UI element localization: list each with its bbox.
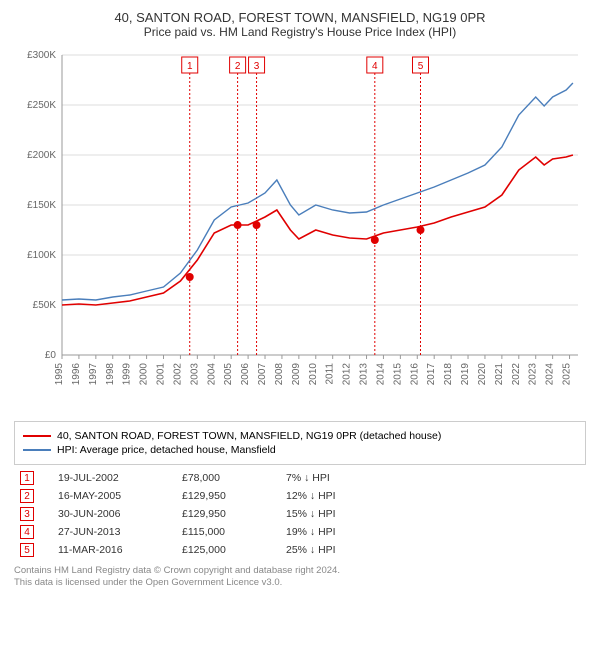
- svg-text:2014: 2014: [375, 363, 386, 386]
- chart-area: £0 £50K £100K £150K £200K £250K £300K 1995 1996 1…: [14, 45, 586, 415]
- transaction-diff: 19% ↓ HPI: [286, 526, 366, 538]
- svg-text:2006: 2006: [240, 363, 251, 386]
- svg-text:2021: 2021: [494, 363, 505, 386]
- svg-text:2013: 2013: [359, 363, 370, 386]
- svg-text:2005: 2005: [223, 363, 234, 386]
- transaction-diff: 7% ↓ HPI: [286, 472, 366, 484]
- svg-text:2017: 2017: [426, 363, 437, 386]
- transaction-price: £125,000: [182, 544, 262, 556]
- legend-swatch: [23, 449, 51, 451]
- legend-label: HPI: Average price, detached house, Mans…: [57, 444, 276, 456]
- svg-text:2002: 2002: [172, 363, 183, 386]
- svg-text:1997: 1997: [88, 363, 99, 386]
- footer-line-1: Contains HM Land Registry data © Crown c…: [14, 565, 586, 577]
- svg-text:2: 2: [235, 61, 241, 72]
- svg-text:£0: £0: [45, 350, 57, 361]
- footer-line-2: This data is licensed under the Open Gov…: [14, 577, 586, 589]
- transaction-marker: 3: [20, 507, 34, 521]
- transaction-row: 4 27-JUN-2013 £115,000 19% ↓ HPI: [20, 525, 586, 539]
- transaction-diff: 15% ↓ HPI: [286, 508, 366, 520]
- svg-text:5: 5: [418, 61, 424, 72]
- svg-text:2012: 2012: [342, 363, 353, 386]
- footer-attribution: Contains HM Land Registry data © Crown c…: [14, 565, 586, 590]
- legend-label: 40, SANTON ROAD, FOREST TOWN, MANSFIELD,…: [57, 430, 441, 442]
- transaction-price: £78,000: [182, 472, 262, 484]
- svg-text:£250K: £250K: [27, 100, 56, 111]
- transaction-marker: 2: [20, 489, 34, 503]
- svg-text:£150K: £150K: [27, 200, 56, 211]
- transaction-date: 30-JUN-2006: [58, 508, 158, 520]
- svg-text:2025: 2025: [562, 363, 573, 386]
- svg-text:2024: 2024: [545, 363, 556, 386]
- transaction-marker: 1: [20, 471, 34, 485]
- svg-text:2010: 2010: [308, 363, 319, 386]
- svg-text:£100K: £100K: [27, 250, 56, 261]
- legend-item: 40, SANTON ROAD, FOREST TOWN, MANSFIELD,…: [23, 430, 577, 442]
- svg-text:2022: 2022: [511, 363, 522, 386]
- transaction-date: 11-MAR-2016: [58, 544, 158, 556]
- svg-text:1999: 1999: [122, 363, 133, 386]
- transaction-row: 2 16-MAY-2005 £129,950 12% ↓ HPI: [20, 489, 586, 503]
- chart-subtitle: Price paid vs. HM Land Registry's House …: [14, 25, 586, 39]
- svg-text:2001: 2001: [156, 363, 167, 386]
- svg-text:4: 4: [372, 61, 378, 72]
- svg-text:£200K: £200K: [27, 150, 56, 161]
- transaction-price: £129,950: [182, 508, 262, 520]
- transaction-row: 3 30-JUN-2006 £129,950 15% ↓ HPI: [20, 507, 586, 521]
- legend-item: HPI: Average price, detached house, Mans…: [23, 444, 577, 456]
- svg-text:2007: 2007: [257, 363, 268, 386]
- svg-text:1: 1: [187, 61, 193, 72]
- transaction-row: 5 11-MAR-2016 £125,000 25% ↓ HPI: [20, 543, 586, 557]
- transaction-diff: 25% ↓ HPI: [286, 544, 366, 556]
- transaction-price: £115,000: [182, 526, 262, 538]
- transaction-marker: 5: [20, 543, 34, 557]
- svg-text:2016: 2016: [409, 363, 420, 386]
- svg-text:2003: 2003: [189, 363, 200, 386]
- svg-text:2015: 2015: [392, 363, 403, 386]
- svg-text:2020: 2020: [477, 363, 488, 386]
- transaction-date: 27-JUN-2013: [58, 526, 158, 538]
- transaction-table: 1 19-JUL-2002 £78,000 7% ↓ HPI 2 16-MAY-2005 £…: [14, 471, 586, 557]
- svg-text:1998: 1998: [105, 363, 116, 386]
- svg-text:2008: 2008: [274, 363, 285, 386]
- transaction-price: £129,950: [182, 490, 262, 502]
- chart-title: 40, SANTON ROAD, FOREST TOWN, MANSFIELD,…: [14, 10, 586, 25]
- svg-text:2004: 2004: [206, 363, 217, 386]
- svg-text:1995: 1995: [54, 363, 65, 386]
- svg-text:2019: 2019: [460, 363, 471, 386]
- svg-text:1996: 1996: [71, 363, 82, 386]
- svg-text:2023: 2023: [528, 363, 539, 386]
- legend-swatch: [23, 435, 51, 437]
- svg-text:2011: 2011: [325, 363, 336, 385]
- transaction-marker: 4: [20, 525, 34, 539]
- svg-text:2000: 2000: [139, 363, 150, 386]
- transaction-row: 1 19-JUL-2002 £78,000 7% ↓ HPI: [20, 471, 586, 485]
- svg-text:£50K: £50K: [33, 300, 57, 311]
- svg-text:3: 3: [254, 61, 260, 72]
- transaction-diff: 12% ↓ HPI: [286, 490, 366, 502]
- transaction-date: 19-JUL-2002: [58, 472, 158, 484]
- transaction-date: 16-MAY-2005: [58, 490, 158, 502]
- svg-text:2018: 2018: [443, 363, 454, 386]
- svg-text:2009: 2009: [291, 363, 302, 386]
- chart-legend: 40, SANTON ROAD, FOREST TOWN, MANSFIELD,…: [14, 421, 586, 465]
- svg-text:£300K: £300K: [27, 50, 56, 61]
